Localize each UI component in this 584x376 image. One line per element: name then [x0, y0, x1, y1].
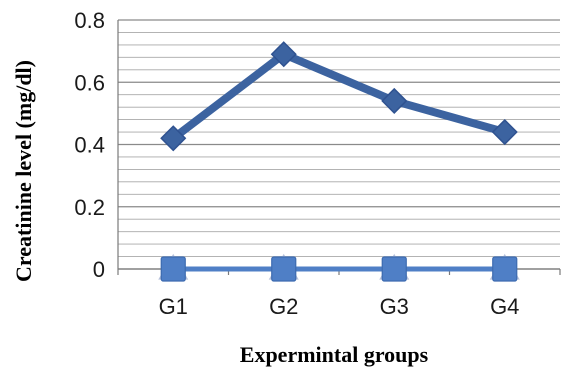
tick-labels: 0 0.2 0.4 0.6 0.8 G1 G2 G3 G4	[74, 8, 519, 319]
y-tick-label: 0.8	[74, 8, 105, 33]
data-point-diamond	[491, 118, 518, 146]
data-point-square	[381, 256, 407, 282]
gridlines	[118, 19, 560, 270]
series-layer	[158, 41, 520, 282]
data-point-square	[271, 256, 297, 282]
data-point-square	[160, 256, 186, 282]
y-tick-label: 0.2	[74, 195, 105, 220]
x-axis-title: Expermintal groups	[240, 342, 429, 367]
y-tick-label: 0.6	[74, 70, 105, 95]
data-point-square	[492, 256, 518, 282]
x-tick-label: G2	[269, 294, 298, 319]
axes	[117, 20, 561, 275]
data-point-diamond	[381, 87, 408, 114]
series-line	[169, 50, 509, 143]
y-axis-title: Creatinine level (mg/dl)	[11, 60, 36, 282]
x-tick-label: G3	[380, 294, 409, 319]
series-2	[160, 256, 518, 282]
y-tick-label: 0.4	[74, 133, 105, 158]
x-tick-label: G4	[490, 294, 519, 319]
data-point-diamond	[270, 41, 297, 68]
data-point-diamond	[160, 125, 187, 152]
y-tick-label: 0	[93, 257, 105, 282]
x-tick-label: G1	[159, 294, 188, 319]
series-1	[160, 41, 518, 152]
